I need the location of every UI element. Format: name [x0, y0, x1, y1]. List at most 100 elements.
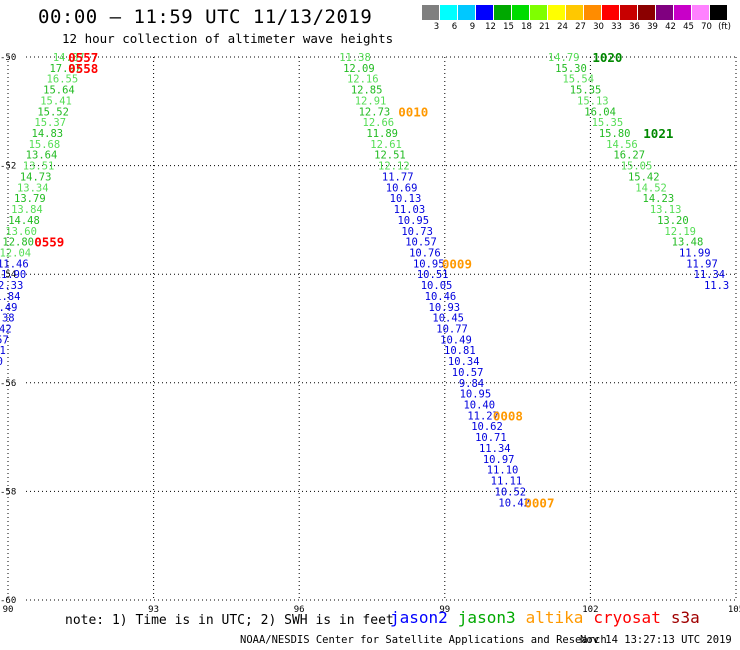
- scale-swatch: [710, 5, 727, 20]
- swh-value-label: 12.51: [374, 150, 406, 162]
- scale-label: 42: [665, 22, 676, 32]
- scale-label: 30: [593, 22, 604, 32]
- swh-value-label: 13.51: [23, 161, 55, 173]
- scale-label: 33: [611, 22, 622, 32]
- swh-value-label: 10.51: [417, 269, 449, 281]
- swh-value-label: 12.61: [370, 139, 402, 151]
- y-tick-label: -54: [0, 270, 16, 280]
- swh-value-label: 13.60: [5, 226, 37, 238]
- x-tick-label: 105: [728, 605, 740, 615]
- swh-value-label: 12.41: [0, 345, 6, 357]
- pass-time-label: 0007: [524, 495, 554, 510]
- x-tick-label: 90: [3, 605, 14, 615]
- swh-value-label: 12.16: [347, 74, 379, 86]
- swh-value-label: 13.48: [672, 237, 704, 249]
- data-points: 14.8717.9716.5515.6415.4115.5215.3714.83…: [0, 52, 729, 509]
- swh-value-label: 15.35: [592, 117, 624, 129]
- legend-entry: s3a: [670, 608, 700, 627]
- swh-value-label: 10.42: [498, 497, 530, 509]
- pass-time-label: 0557: [68, 50, 98, 65]
- scale-swatch: [674, 5, 691, 20]
- swh-value-label: 12.80: [2, 237, 34, 249]
- swh-value-label: 12.12: [378, 161, 410, 173]
- scale-swatch: [476, 5, 493, 20]
- swh-value-label: 11.84: [0, 291, 20, 303]
- swh-value-label: 15.42: [628, 171, 660, 183]
- swh-value-label: 12.66: [363, 117, 395, 129]
- swh-value-label: 14.48: [8, 215, 40, 227]
- scale-label: 70: [701, 22, 712, 32]
- swh-value-label: 14.79: [548, 52, 580, 64]
- swh-value-label: 11.3: [704, 280, 729, 292]
- swh-value-label: 13.34: [17, 182, 49, 194]
- swh-value-label: 10.49: [440, 334, 472, 346]
- swh-value-label: 15.52: [37, 106, 69, 118]
- pass-time-label: 0559: [34, 235, 64, 250]
- scale-swatch: [494, 5, 511, 20]
- scale-swatch: [566, 5, 583, 20]
- scale-label: 45: [683, 22, 694, 32]
- scale-label: 21: [539, 22, 550, 32]
- swh-value-label: 10.77: [436, 324, 468, 336]
- swh-value-label: 11.97: [686, 258, 718, 270]
- swh-value-label: 15.13: [577, 95, 609, 107]
- swh-value-label: 15.80: [599, 128, 631, 140]
- swh-value-label: 13.13: [650, 204, 682, 216]
- swh-value-label: 10.71: [475, 432, 507, 444]
- y-tick-label: -56: [0, 379, 16, 389]
- swh-value-label: 11.10: [487, 465, 519, 477]
- swh-value-label: 12.33: [0, 280, 23, 292]
- credit-line: NOAA/NESDIS Center for Satellite Applica…: [240, 634, 607, 646]
- scale-label: 24: [557, 22, 568, 32]
- scale-swatch: [548, 5, 565, 20]
- pass-time-label: 1020: [592, 50, 622, 65]
- swh-value-label: 11.90: [0, 356, 3, 368]
- swh-value-label: 12.19: [664, 226, 696, 238]
- legend-entry: jason3: [457, 608, 516, 627]
- swh-value-label: 15.41: [40, 95, 72, 107]
- scale-swatch: [458, 5, 475, 20]
- scale-swatch: [440, 5, 457, 20]
- scale-label: 18: [521, 22, 532, 32]
- pass-time-label: 1021: [643, 126, 673, 141]
- swh-value-label: 10.76: [409, 247, 441, 259]
- swh-value-label: 15.05: [621, 161, 653, 173]
- swh-value-label: 16.04: [584, 106, 616, 118]
- swh-value-label: 13.84: [11, 204, 43, 216]
- swh-value-label: 12.85: [351, 85, 383, 97]
- scale-swatch: [512, 5, 529, 20]
- swh-value-label: 10.05: [421, 280, 453, 292]
- swh-value-label: 11.90: [0, 269, 26, 281]
- scale-swatch: [602, 5, 619, 20]
- swh-value-label: 10.57: [452, 367, 484, 379]
- scale-label: 39: [647, 22, 658, 32]
- swh-value-label: 11.03: [394, 204, 426, 216]
- scale-swatch: [620, 5, 637, 20]
- swh-value-label: 10.81: [444, 345, 476, 357]
- legend-entry: altika: [525, 608, 584, 627]
- swh-value-label: 17.97: [49, 63, 81, 75]
- chart-subtitle: 12 hour collection of altimeter wave hei…: [62, 31, 394, 46]
- swh-value-label: 13.20: [657, 215, 689, 227]
- x-tick-label: 96: [294, 605, 305, 615]
- scale-label: 3: [433, 22, 440, 32]
- swh-value-label: 12.91: [355, 95, 387, 107]
- swh-value-label: 10.97: [483, 454, 515, 466]
- swh-value-label: 15.54: [562, 74, 594, 86]
- swh-value-label: 10.40: [463, 400, 495, 412]
- scale-swatch: [638, 5, 655, 20]
- swh-value-label: 14.83: [32, 128, 64, 140]
- swh-value-label: 11.11: [491, 476, 523, 488]
- chart-title: 00:00 – 11:59 UTC 11/13/2019: [38, 6, 373, 28]
- satellite-legend: jason2 jason3 altika cryosat s3a: [390, 608, 710, 627]
- swh-value-label: 16.27: [613, 150, 645, 162]
- swh-value-label: 14.87: [53, 52, 85, 64]
- swh-value-label: 10.13: [390, 193, 422, 205]
- swh-value-label: 12.49: [0, 302, 17, 314]
- swh-value-label: 11.34: [694, 269, 726, 281]
- swh-value-label: 10.46: [425, 291, 457, 303]
- scale-swatch: [692, 5, 709, 20]
- legend-entry: cryosat: [593, 608, 661, 627]
- axis-ticks: 90 93 96 99 102 105 -50 -52 -54 -56 -58 -60: [0, 53, 740, 615]
- y-tick-label: -52: [0, 162, 16, 172]
